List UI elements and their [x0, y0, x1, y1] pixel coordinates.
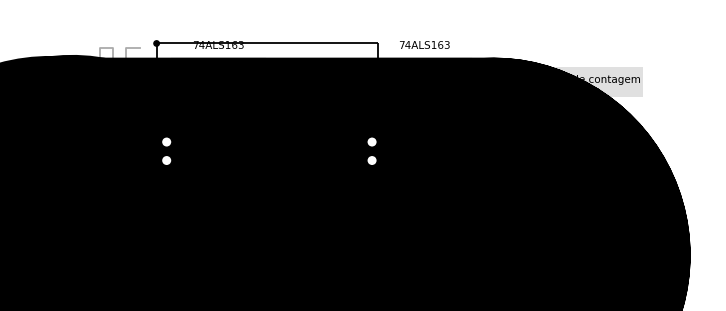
Text: Estágio 1: Estágio 1 — [195, 238, 242, 248]
Circle shape — [318, 241, 324, 246]
Text: D: D — [180, 183, 187, 193]
Text: CLK: CLK — [387, 76, 405, 86]
Text: ENP: ENP — [176, 109, 196, 119]
Text: CLK: CLK — [182, 76, 200, 86]
Text: C: C — [180, 195, 187, 205]
Text: Estágio 2: Estágio 2 — [400, 238, 448, 248]
Text: ENT: ENT — [382, 94, 401, 104]
Circle shape — [136, 242, 142, 247]
Text: QA: QA — [450, 218, 465, 228]
Circle shape — [161, 137, 172, 147]
Text: D1: D1 — [94, 206, 107, 216]
Text: ENP: ENP — [382, 109, 401, 119]
Text: QB: QB — [245, 206, 259, 216]
Text: TC1: TC1 — [311, 83, 331, 93]
Text: $\overline{\rm CLR}$: $\overline{\rm CLR}$ — [388, 135, 409, 150]
Text: 1: 1 — [346, 109, 353, 119]
Text: QC: QC — [245, 195, 259, 205]
Text: C: C — [386, 195, 392, 205]
Text: Q4: Q4 — [489, 218, 503, 228]
Text: $\overline{\rm CLR}$: $\overline{\rm CLR}$ — [183, 135, 204, 150]
Text: QD: QD — [244, 183, 259, 193]
Text: D2: D2 — [94, 195, 107, 205]
Text: D: D — [386, 183, 393, 193]
Bar — [495, 67, 643, 97]
Text: Q1: Q1 — [310, 206, 324, 216]
Text: ENT: ENT — [176, 94, 196, 104]
Text: QB: QB — [450, 206, 465, 216]
Text: D3: D3 — [94, 183, 107, 193]
Text: EN: EN — [97, 94, 111, 104]
Text: Para estágios de contagem
de ordem mais alta: Para estágios de contagem de ordem mais … — [499, 244, 641, 267]
Text: QA: QA — [245, 218, 259, 228]
Text: $\overline{\rm CLR}$: $\overline{\rm CLR}$ — [94, 135, 116, 149]
Text: $\overline{\rm LOAD}$: $\overline{\rm LOAD}$ — [388, 153, 417, 168]
Circle shape — [318, 242, 324, 247]
Text: Q3: Q3 — [310, 183, 324, 193]
Circle shape — [367, 137, 378, 147]
Text: RCO: RCO — [445, 94, 466, 104]
Text: Q5: Q5 — [489, 206, 503, 216]
Text: Q7: Q7 — [489, 183, 503, 193]
Text: $\overline{\rm LOAD}$: $\overline{\rm LOAD}$ — [183, 153, 212, 168]
Text: D5: D5 — [345, 206, 359, 216]
Text: nibble menos
significativo: nibble menos significativo — [286, 141, 356, 162]
Circle shape — [318, 253, 324, 258]
Bar — [378, 59, 470, 228]
Text: B: B — [180, 206, 187, 216]
Circle shape — [136, 158, 142, 163]
Text: Q6: Q6 — [489, 195, 503, 205]
Polygon shape — [172, 75, 179, 86]
Circle shape — [136, 139, 142, 145]
Text: D6: D6 — [345, 195, 359, 205]
Bar — [495, 241, 643, 272]
Text: $\overline{\rm LD}$: $\overline{\rm LD}$ — [94, 153, 110, 168]
Text: B: B — [386, 206, 392, 216]
Text: TC2: TC2 — [474, 83, 494, 93]
Text: RCO: RCO — [240, 94, 261, 104]
Text: Para estágios de contagem
de ordem mais alta: Para estágios de contagem de ordem mais … — [499, 74, 641, 96]
Circle shape — [131, 96, 136, 102]
Text: 1: 1 — [126, 109, 132, 119]
Text: A: A — [180, 218, 187, 228]
Text: D4: D4 — [345, 218, 359, 228]
Text: D7: D7 — [345, 183, 359, 193]
Text: Q2: Q2 — [310, 195, 324, 205]
Circle shape — [367, 155, 378, 166]
Circle shape — [136, 253, 142, 258]
Text: QC: QC — [450, 195, 465, 205]
Text: Q0 (LSB): Q0 (LSB) — [310, 218, 353, 228]
Text: QD: QD — [449, 183, 465, 193]
Circle shape — [161, 155, 172, 166]
Polygon shape — [378, 75, 385, 86]
Text: A: A — [386, 218, 392, 228]
Text: 74ALS163: 74ALS163 — [398, 41, 450, 51]
Bar — [172, 59, 265, 228]
Text: 74ALS163: 74ALS163 — [192, 41, 245, 51]
Circle shape — [154, 41, 159, 46]
Text: D0: D0 — [94, 218, 107, 228]
